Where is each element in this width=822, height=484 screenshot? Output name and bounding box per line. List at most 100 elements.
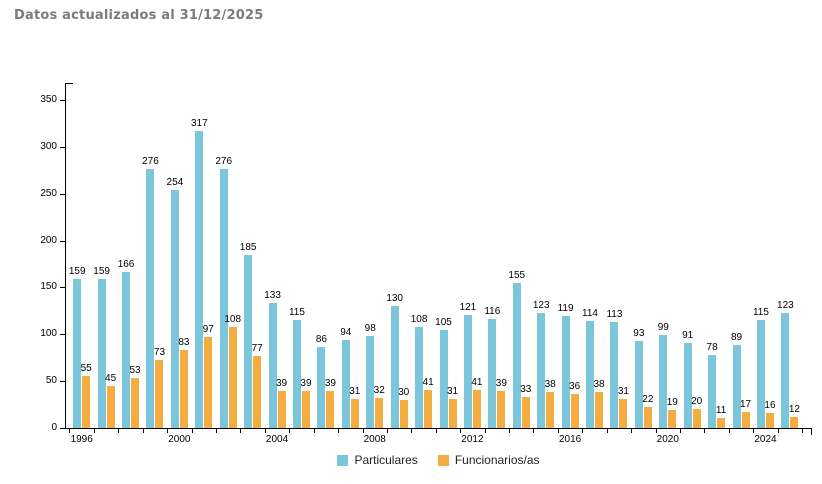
bar-funcionarios-as-1999 xyxy=(155,360,164,428)
bar-particulares-2011 xyxy=(439,330,448,428)
bar-funcionarios-as-2015 xyxy=(546,392,555,428)
bar-funcionarios-as-2005 xyxy=(301,391,310,428)
x-axis-tick xyxy=(533,428,535,433)
bar-particulares-1999 xyxy=(146,169,155,428)
y-axis-line xyxy=(65,83,66,429)
x-axis-label-2000: 2000 xyxy=(168,434,191,445)
value-label-particulares-1998: 166 xyxy=(117,259,135,270)
value-label-particulares-2021: 91 xyxy=(682,330,694,341)
y-axis-tick xyxy=(60,241,65,242)
value-label-funcionarios-as-2013: 39 xyxy=(495,378,507,389)
bar-funcionarios-as-2002 xyxy=(228,327,237,428)
x-axis-label-2008: 2008 xyxy=(363,434,386,445)
bar-funcionarios-as-2000 xyxy=(179,350,188,428)
value-label-funcionarios-as-2002: 108 xyxy=(224,314,242,325)
x-axis-label-2004: 2004 xyxy=(265,434,289,445)
y-axis-tick xyxy=(60,428,65,429)
bar-funcionarios-as-1996 xyxy=(82,376,91,428)
bar-funcionarios-as-2024 xyxy=(765,413,774,428)
value-label-particulares-2012: 121 xyxy=(459,302,477,313)
bar-particulares-2018 xyxy=(610,322,619,428)
bar-funcionarios-as-2018 xyxy=(619,399,628,428)
value-label-funcionarios-as-2023: 17 xyxy=(739,399,752,410)
bar-funcionarios-as-2012 xyxy=(472,390,481,428)
value-label-particulares-1997: 159 xyxy=(93,266,110,277)
bar-funcionarios-as-2011 xyxy=(448,399,457,428)
value-label-particulares-2022: 78 xyxy=(706,342,718,353)
x-axis-label-2020: 2020 xyxy=(656,434,679,445)
bar-particulares-2004 xyxy=(268,303,277,428)
x-axis-tick xyxy=(679,428,681,433)
x-axis-end-cap xyxy=(811,428,812,435)
value-label-particulares-2017: 114 xyxy=(582,308,598,319)
value-label-funcionarios-as-2006: 39 xyxy=(324,378,336,389)
x-axis-tick xyxy=(704,428,706,433)
value-label-funcionarios-as-2000: 83 xyxy=(178,337,190,348)
bar-particulares-2014 xyxy=(512,283,521,428)
x-axis-label-1996: 1996 xyxy=(70,434,93,445)
value-label-particulares-2003: 185 xyxy=(239,242,257,253)
value-label-funcionarios-as-2008: 32 xyxy=(373,385,385,396)
bar-particulares-2007 xyxy=(341,340,350,428)
funcionarios-swatch-icon xyxy=(437,454,449,466)
bar-particulares-2022 xyxy=(708,355,717,428)
value-label-particulares-2013: 116 xyxy=(484,306,501,317)
value-label-particulares-2010: 108 xyxy=(410,314,428,325)
bar-funcionarios-as-2006 xyxy=(326,391,335,428)
bar-particulares-2015 xyxy=(537,313,546,428)
value-label-funcionarios-as-2011: 31 xyxy=(446,386,459,397)
value-label-particulares-2020: 99 xyxy=(657,322,669,333)
bar-funcionarios-as-2010 xyxy=(424,390,433,428)
x-axis-tick xyxy=(289,428,291,433)
bar-particulares-1998 xyxy=(122,272,131,428)
chart-title: Datos actualizados al 31/12/2025 xyxy=(14,8,264,23)
y-axis-tick xyxy=(60,194,65,195)
bar-funcionarios-as-2017 xyxy=(595,392,604,428)
value-label-particulares-2019: 93 xyxy=(633,328,645,339)
value-label-particulares-2018: 113 xyxy=(606,309,623,320)
value-label-particulares-2005: 115 xyxy=(288,307,305,318)
bar-funcionarios-as-2001 xyxy=(204,337,213,428)
x-axis-tick xyxy=(557,428,559,433)
bar-funcionarios-as-2016 xyxy=(570,394,579,428)
chart-legend: Particulares Funcionarios/as xyxy=(65,453,812,467)
bar-particulares-2013 xyxy=(488,319,497,428)
particulares-swatch-icon xyxy=(337,454,349,466)
value-label-particulares-1996: 159 xyxy=(68,266,86,277)
bar-funcionarios-as-1997 xyxy=(106,386,115,428)
y-axis-top-cap xyxy=(65,83,73,84)
value-label-funcionarios-as-2010: 41 xyxy=(422,377,434,388)
x-axis-tick xyxy=(655,428,657,433)
x-axis-tick xyxy=(582,428,584,433)
value-label-funcionarios-as-2021: 20 xyxy=(691,396,703,407)
bar-particulares-2000 xyxy=(170,190,179,428)
y-axis-tick xyxy=(60,287,65,288)
value-label-funcionarios-as-2025: 12 xyxy=(788,404,800,415)
y-axis-label-300: 300 xyxy=(40,141,57,152)
x-axis-label-2016: 2016 xyxy=(558,434,582,445)
x-axis-tick xyxy=(606,428,608,433)
bar-particulares-2025 xyxy=(781,313,790,428)
value-label-funcionarios-as-2017: 38 xyxy=(593,379,605,390)
value-label-funcionarios-as-2015: 38 xyxy=(544,379,556,390)
y-axis-label-100: 100 xyxy=(40,328,57,339)
bar-funcionarios-as-2014 xyxy=(521,397,530,428)
value-label-particulares-2015: 123 xyxy=(532,300,550,311)
value-label-funcionarios-as-2016: 36 xyxy=(569,381,581,392)
bar-particulares-2009 xyxy=(390,306,399,428)
bar-funcionarios-as-2009 xyxy=(399,400,408,428)
bar-particulares-1997 xyxy=(97,279,106,428)
bar-particulares-2016 xyxy=(561,316,570,428)
x-axis-tick xyxy=(411,428,413,433)
legend-label-funcionarios: Funcionarios/as xyxy=(454,453,540,467)
y-axis-label-350: 350 xyxy=(40,94,57,105)
value-label-particulares-2025: 123 xyxy=(777,300,794,311)
value-label-funcionarios-as-1999: 73 xyxy=(153,347,166,358)
x-axis-line xyxy=(65,428,812,429)
value-label-funcionarios-as-1998: 53 xyxy=(129,365,141,376)
bar-funcionarios-as-2021 xyxy=(692,409,701,428)
value-label-funcionarios-as-2024: 16 xyxy=(764,400,776,411)
x-axis-tick xyxy=(167,428,169,433)
